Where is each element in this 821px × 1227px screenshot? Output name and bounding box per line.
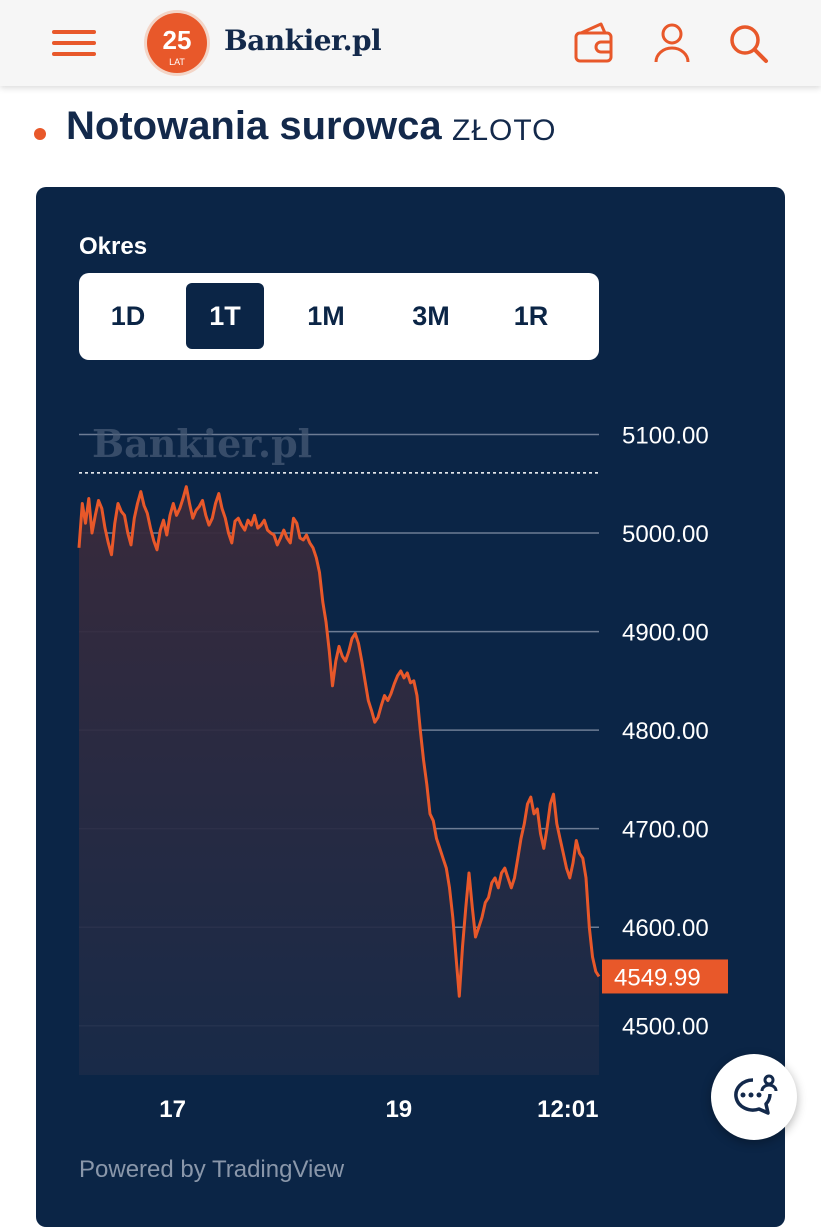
top-bar: 25 LAT Bankier.pl <box>0 0 821 86</box>
y-tick-label: 4900.00 <box>622 620 709 647</box>
page-title: Notowania surowca <box>66 104 442 148</box>
last-price-marker: 4549.99 <box>602 959 728 994</box>
period-button-1t[interactable]: 1T <box>186 283 264 349</box>
y-tick-label: 4600.00 <box>622 915 709 942</box>
y-tick-label: 4700.00 <box>622 817 709 844</box>
hamburger-menu-icon[interactable] <box>52 28 96 58</box>
y-tick-label: 4800.00 <box>622 718 709 745</box>
period-button-3m[interactable]: 3M <box>412 300 450 331</box>
period-button-1m[interactable]: 1M <box>307 300 345 331</box>
logo-badge-sub: LAT <box>169 57 185 67</box>
period-button-1d[interactable]: 1D <box>110 300 146 331</box>
logo-badge-number: 25 <box>163 25 192 55</box>
logo-text[interactable]: Bankier.pl <box>224 24 382 57</box>
title-bullet-icon <box>34 128 46 140</box>
logo-badge-icon[interactable]: 25 LAT <box>143 9 211 77</box>
y-tick-label: 4500.00 <box>622 1014 709 1041</box>
period-selector: 1D 1T 1M 3M 1R <box>79 273 599 360</box>
period-label: Okres <box>79 233 148 260</box>
powered-by-tradingview[interactable]: Powered by TradingView <box>79 1156 345 1183</box>
price-line <box>77 485 601 998</box>
search-icon[interactable] <box>725 20 771 66</box>
price-chart[interactable]: Bankier.pl 5100.00 5000.00 4900.00 4800.00 4… <box>0 0 821 1200</box>
wallet-icon[interactable] <box>571 20 617 66</box>
user-icon[interactable] <box>649 20 695 66</box>
x-tick-label: 19 <box>385 1096 412 1123</box>
x-tick-label: 17 <box>159 1096 186 1123</box>
y-tick-label: 5100.00 <box>622 422 709 449</box>
price-area-fill <box>79 486 599 1075</box>
chart-watermark: Bankier.pl <box>92 421 312 466</box>
chat-support-button[interactable] <box>711 1054 797 1140</box>
chat-support-icon <box>734 1074 778 1115</box>
x-tick-label: 12:01 <box>537 1096 598 1123</box>
last-price-label: 4549.99 <box>614 964 701 991</box>
last-price-badge <box>602 959 728 994</box>
y-tick-label: 5000.00 <box>622 521 709 548</box>
period-button-1r[interactable]: 1R <box>513 300 549 331</box>
commodity-name: ZŁOTO <box>452 114 557 147</box>
